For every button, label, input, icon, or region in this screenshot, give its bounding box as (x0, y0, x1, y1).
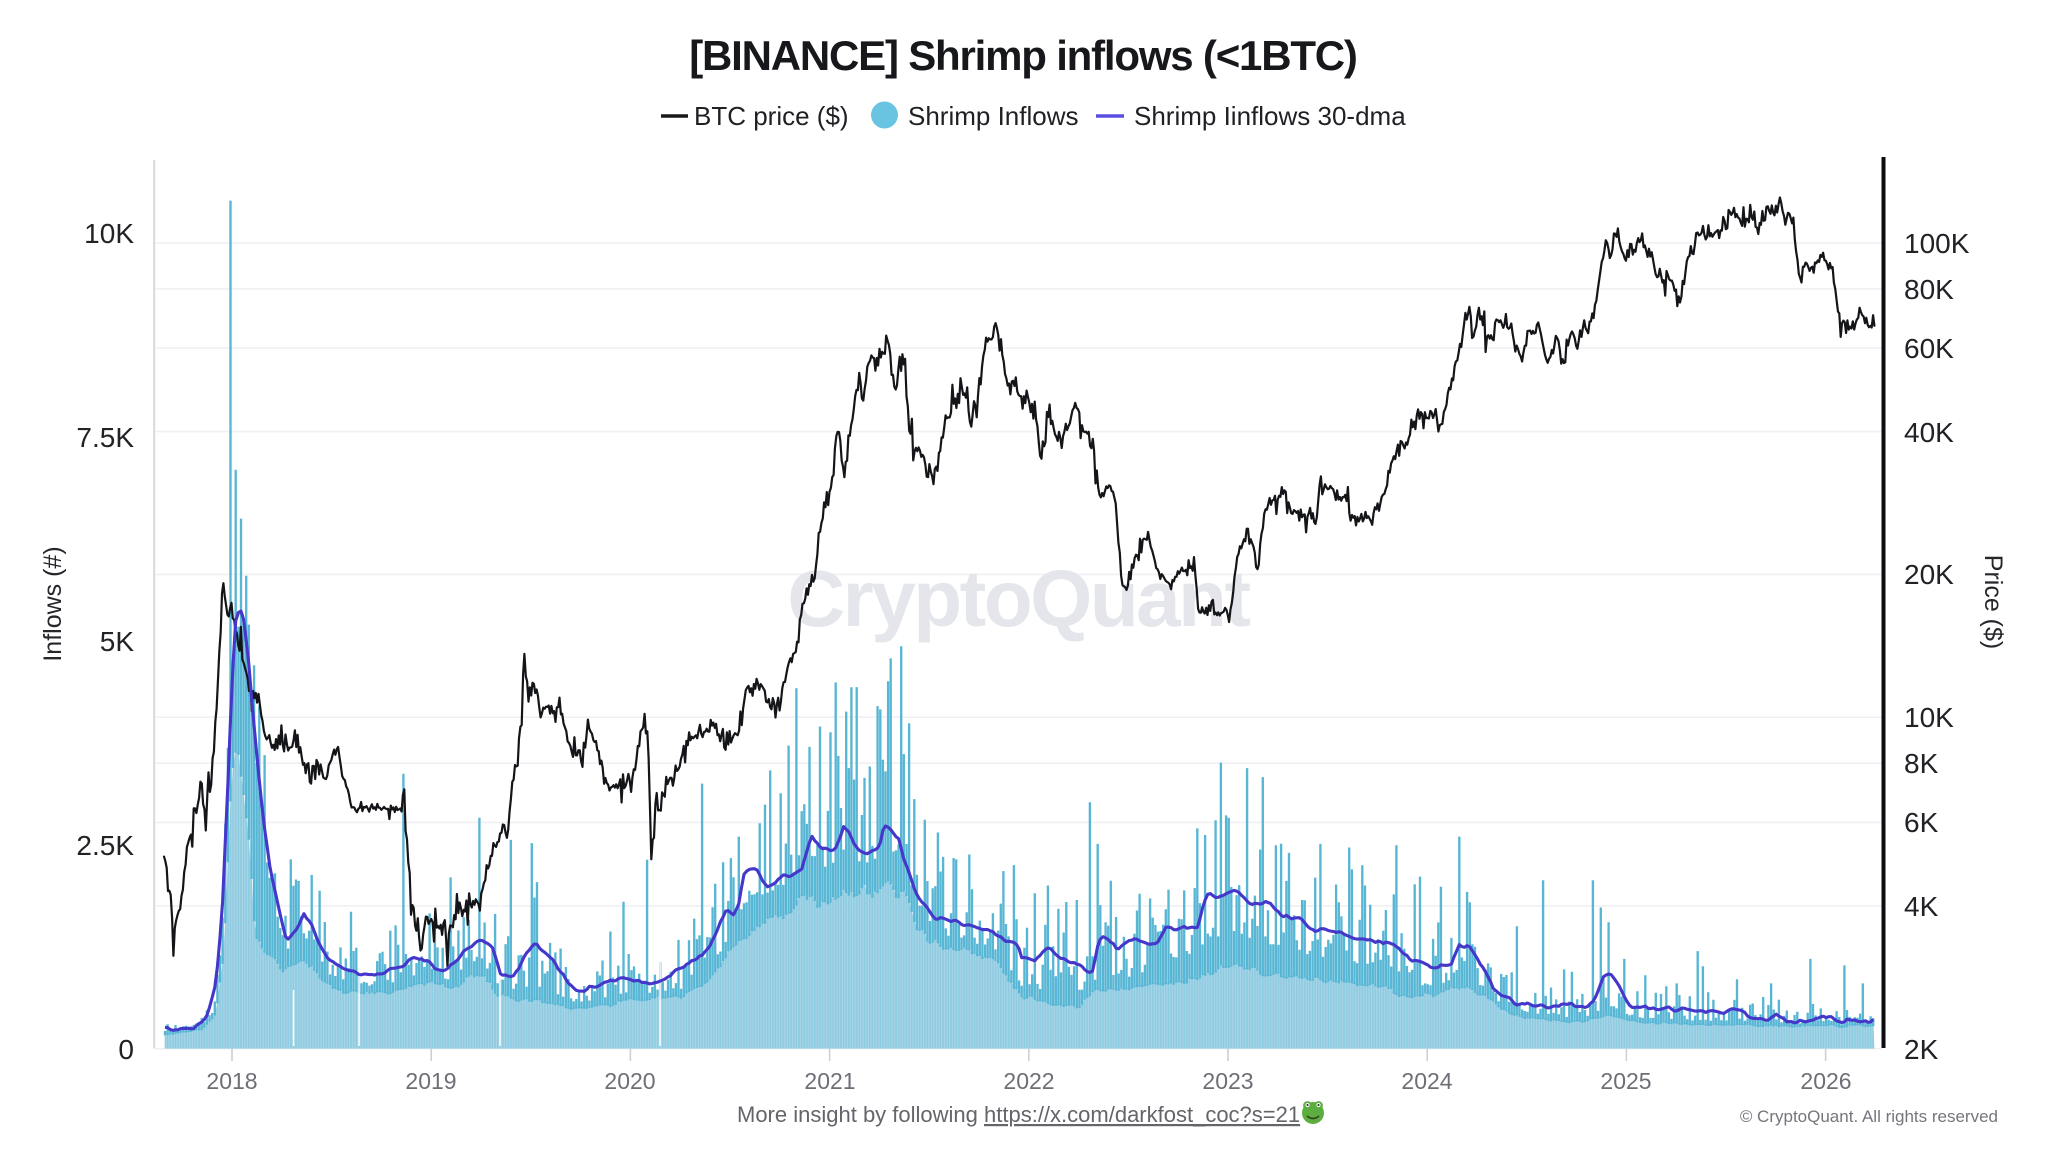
svg-text:Shrimp Iinflows 30-dma: Shrimp Iinflows 30-dma (1134, 101, 1406, 131)
svg-text:2K: 2K (1904, 1034, 1939, 1065)
svg-text:2025: 2025 (1600, 1068, 1651, 1094)
svg-text:0: 0 (118, 1034, 134, 1065)
svg-text:2018: 2018 (206, 1068, 257, 1094)
svg-text:10K: 10K (1904, 702, 1954, 733)
svg-text:2023: 2023 (1202, 1068, 1253, 1094)
svg-text:6K: 6K (1904, 807, 1939, 838)
svg-text:4K: 4K (1904, 891, 1939, 922)
svg-text:Inflows (#): Inflows (#) (39, 546, 67, 661)
svg-text:2024: 2024 (1401, 1068, 1452, 1094)
svg-text:60K: 60K (1904, 333, 1954, 364)
svg-text:7.5K: 7.5K (76, 422, 134, 453)
svg-text:2020: 2020 (604, 1068, 655, 1094)
svg-text:2026: 2026 (1800, 1068, 1851, 1094)
svg-text:2.5K: 2.5K (76, 830, 134, 861)
svg-text:40K: 40K (1904, 417, 1954, 448)
svg-text:20K: 20K (1904, 559, 1954, 590)
svg-text:More insight by following http: More insight by following https://x.com/… (737, 1102, 1300, 1127)
svg-text:100K: 100K (1904, 228, 1970, 259)
svg-text:5K: 5K (100, 626, 135, 657)
svg-text:BTC price ($): BTC price ($) (694, 101, 849, 131)
svg-text:8K: 8K (1904, 748, 1939, 779)
svg-text:© CryptoQuant. All rights rese: © CryptoQuant. All rights reserved (1740, 1107, 1998, 1126)
svg-text:CryptoQuant: CryptoQuant (787, 554, 1250, 643)
svg-text:10K: 10K (84, 218, 134, 249)
svg-text:Price ($): Price ($) (1979, 555, 2007, 649)
svg-text:Shrimp Inflows: Shrimp Inflows (908, 101, 1079, 131)
svg-text:2022: 2022 (1003, 1068, 1054, 1094)
svg-text:[BINANCE] Shrimp inflows (<1BT: [BINANCE] Shrimp inflows (<1BTC) (689, 32, 1356, 79)
svg-text:80K: 80K (1904, 274, 1954, 305)
svg-text:2021: 2021 (804, 1068, 855, 1094)
svg-text:2019: 2019 (405, 1068, 456, 1094)
